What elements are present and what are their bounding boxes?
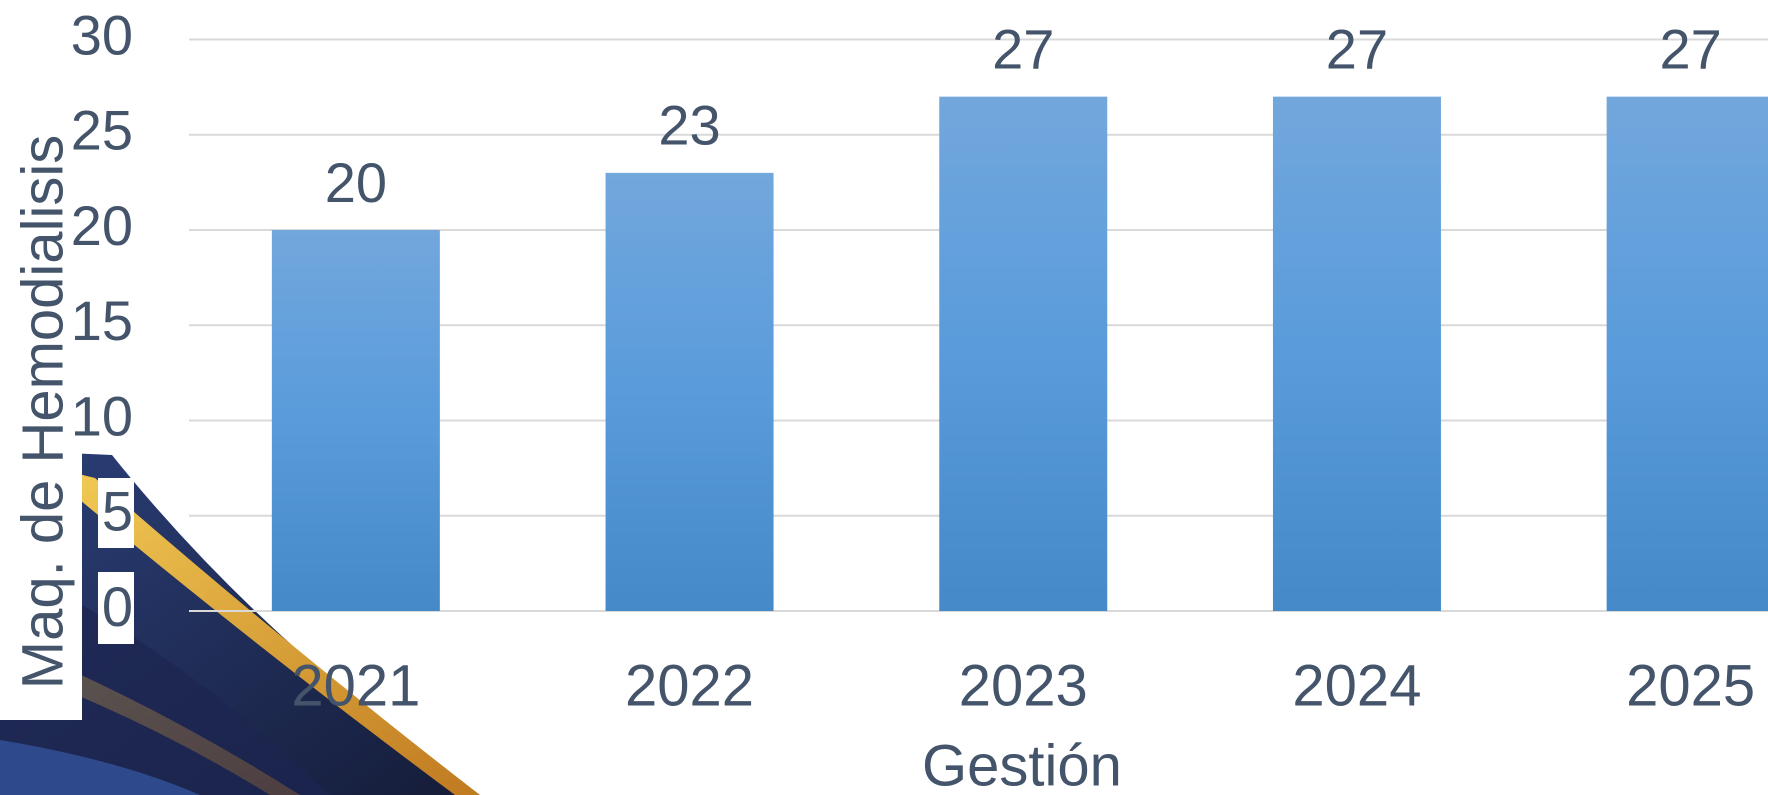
bar: [605, 172, 774, 611]
x-tick-label: 2023: [959, 653, 1088, 718]
x-tick-label: 2021: [291, 653, 420, 718]
data-label: 20: [325, 151, 387, 214]
y-axis-label: Maq. de Hemodialisis: [10, 135, 75, 689]
tick-backdrop: [98, 572, 134, 644]
y-tick-label: 30: [71, 3, 133, 66]
data-label: 27: [1326, 17, 1388, 80]
x-axis-label: Gestión: [922, 733, 1122, 795]
y-tick-label: 10: [71, 384, 133, 447]
x-tick-label: 2025: [1626, 653, 1755, 718]
x-tick-label: 2022: [625, 653, 754, 718]
data-label: 27: [1660, 17, 1722, 80]
bar: [1272, 96, 1441, 611]
y-tick-label: 0: [102, 575, 133, 638]
bar: [939, 96, 1108, 611]
y-tick-label: 5: [102, 480, 133, 543]
y-tick-label: 25: [71, 99, 133, 162]
bar: [1606, 96, 1768, 611]
x-tick-label: 2024: [1292, 653, 1421, 718]
y-tick-label: 20: [71, 194, 133, 257]
bar: [271, 230, 440, 611]
data-label: 23: [658, 94, 720, 157]
data-label: 27: [992, 17, 1054, 80]
y-tick-label: 15: [71, 289, 133, 352]
label-backdrop: [0, 360, 82, 720]
tick-backdrop: [98, 478, 134, 548]
